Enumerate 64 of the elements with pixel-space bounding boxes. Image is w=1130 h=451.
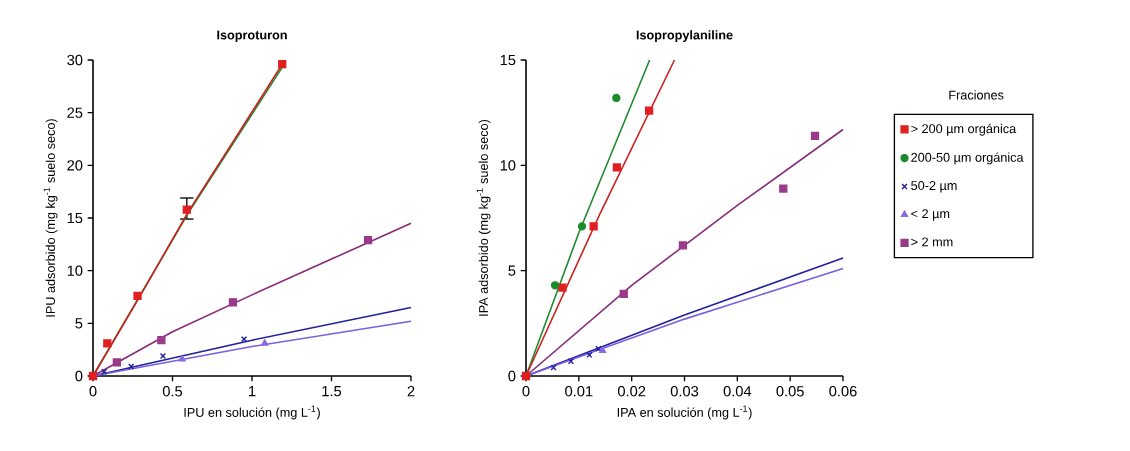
y-tick-label: 10: [500, 160, 516, 171]
x-tick-label: 0.05: [776, 386, 804, 397]
y-tick-label: 5: [508, 265, 516, 276]
y-axis-title: IPA adsorbido (mg kg$^{-1}$ suelo seco): [476, 119, 491, 316]
point: [577, 222, 587, 231]
y-axis-title: IPU adsorbido (mg kg$^{-1}$ suelo seco): [43, 119, 58, 317]
y-tick-label: 20: [67, 160, 83, 171]
point: [612, 163, 622, 172]
y-tick-label: 5: [75, 318, 83, 329]
x-axis-title: IPA en solución (mg L$^{-1}$): [617, 405, 752, 420]
point: [558, 283, 567, 292]
point: [101, 368, 108, 375]
x-tick-label: 0.04: [723, 386, 752, 397]
point: [779, 184, 788, 193]
x-tick-label: 0.06: [829, 386, 857, 397]
x-tick-label: 0: [522, 386, 530, 397]
point: [157, 336, 166, 345]
y-tick-label: 10: [67, 265, 83, 276]
x-axis-title: IPU en solución (mg L$^{-1}$): [184, 405, 320, 420]
x-tick-label: 0.03: [670, 386, 699, 397]
point: [88, 371, 98, 381]
legend-title: Fraciones: [949, 90, 1004, 100]
legend-label: 200-50 µm orgánica: [911, 152, 1024, 165]
point: [133, 291, 142, 301]
x-tick-label: 1.5: [322, 386, 342, 397]
y-tick-label: 0: [75, 370, 83, 382]
point: [589, 222, 598, 231]
legend-label: > 2 mm: [911, 237, 953, 247]
chart-title: Isoproturon: [217, 30, 287, 42]
chart-title: Isopropylaniline: [636, 30, 733, 42]
point: [112, 358, 121, 367]
point: [278, 60, 287, 69]
point: [128, 363, 135, 370]
point: [550, 281, 560, 290]
point: [240, 336, 248, 343]
x-tick-label: 1: [249, 386, 256, 397]
point: [810, 131, 820, 140]
point: [678, 241, 688, 250]
point: [567, 358, 575, 365]
y-tick-label: 15: [500, 54, 516, 66]
point: [103, 339, 112, 348]
y-tick-label: 30: [67, 54, 83, 66]
y-tick-label: 15: [67, 212, 83, 224]
y-tick-label: 25: [67, 107, 83, 118]
point: [619, 289, 628, 298]
point: [586, 351, 593, 359]
legend-label: > 200 µm orgánica: [911, 123, 1017, 136]
point: [598, 346, 607, 354]
y-tick-label: 0: [508, 370, 516, 382]
point: [182, 205, 191, 214]
point: [521, 371, 531, 381]
point: [644, 106, 654, 115]
point: [612, 93, 621, 103]
x-tick-label: 0.01: [565, 386, 593, 397]
x-tick-label: 0.02: [617, 386, 646, 397]
point: [363, 235, 373, 245]
point: [261, 339, 269, 346]
x-tick-label: 0: [89, 386, 97, 397]
legend-label: 50-2 µm: [911, 181, 957, 193]
point: [178, 355, 186, 362]
x-tick-label: 2: [407, 386, 415, 397]
legend-label: < 2 µm: [911, 209, 950, 221]
x-tick-label: 0.5: [162, 386, 183, 397]
point: [228, 298, 238, 307]
